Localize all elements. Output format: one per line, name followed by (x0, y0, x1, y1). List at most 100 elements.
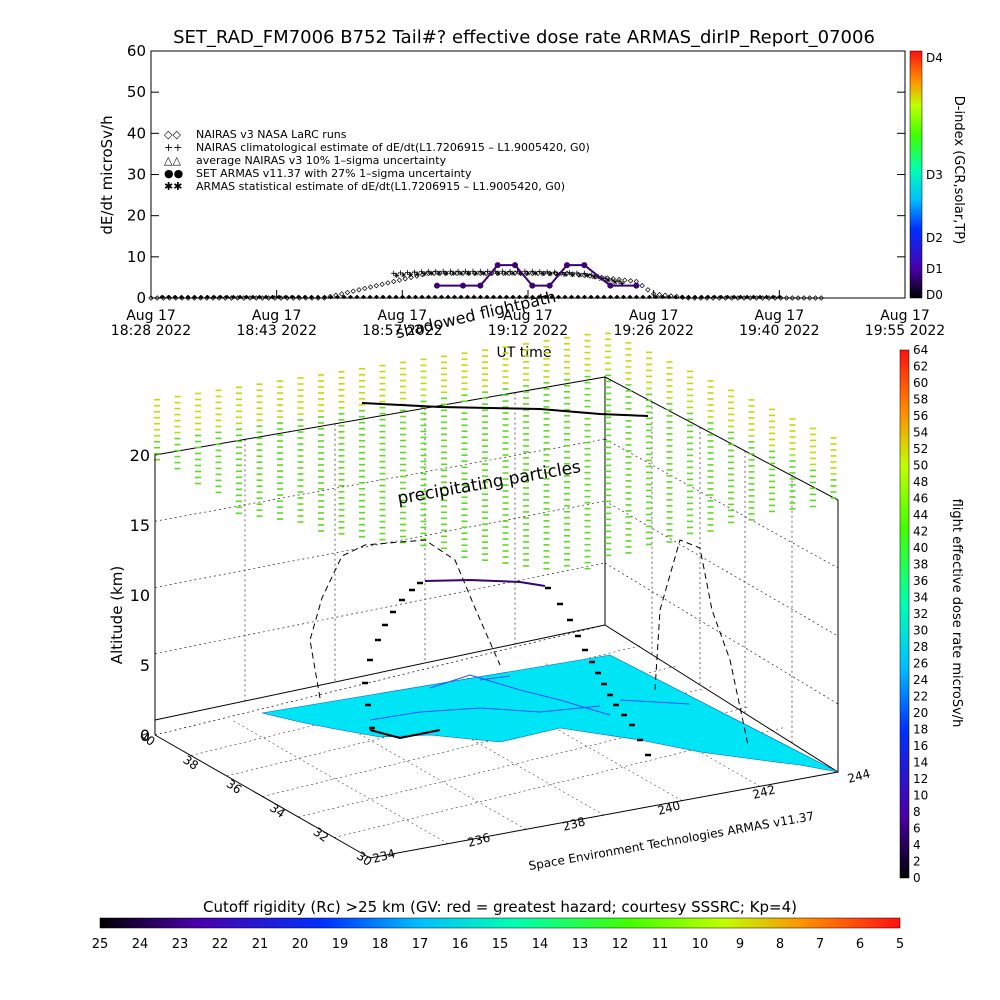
armas-point (477, 282, 484, 289)
statistical-point (510, 270, 516, 276)
statistical-point (612, 279, 618, 285)
climatological-point (462, 268, 468, 274)
baseline-point (575, 294, 581, 300)
baseline-point (438, 294, 445, 300)
baseline-point (529, 294, 536, 300)
baseline-point (159, 294, 165, 300)
nairas-point (645, 287, 651, 293)
cutoff-colorbar-ticks: 25 24 23 22 21 20 19 18 17 16 15 14 13 12 11 10 9 8 7 6 5 (92, 937, 904, 952)
x-tick-label: Aug 17 (503, 308, 553, 324)
longitude-tick-label: 236 (466, 830, 492, 849)
baseline-point (204, 294, 211, 300)
statistical-point (569, 272, 575, 278)
baseline-point (542, 294, 549, 300)
climatological-point (609, 277, 615, 283)
baseline-point (289, 294, 295, 300)
grid-line (154, 500, 606, 588)
grid-line (154, 562, 606, 655)
baseline-point (568, 294, 575, 300)
nairas-point (806, 295, 813, 301)
nairas-point (789, 295, 796, 301)
latitude-tick-label: 34 (267, 801, 288, 821)
latitude-tick-label: 32 (311, 825, 332, 845)
climatological-point (500, 268, 506, 274)
y-tick-label: 60 (127, 42, 146, 60)
dose-tick-label: 60 (913, 376, 928, 390)
baseline-point (321, 294, 328, 300)
baseline-point (620, 294, 627, 300)
nairas-point (529, 270, 536, 276)
dose-tick-label: 28 (913, 640, 928, 654)
x-tick-label: Aug 17 (126, 308, 176, 324)
baseline-point (640, 294, 646, 300)
dindex-tick: D2 (926, 231, 943, 245)
baseline-point (302, 294, 308, 300)
legend-symbol: ++ (164, 141, 182, 154)
baseline-point (308, 294, 315, 300)
x-tick-label: 19:40 2022 (739, 323, 819, 339)
longitude-tick-label: 242 (751, 782, 777, 801)
y-tick-label: 0 (136, 289, 146, 307)
baseline-point (594, 294, 601, 300)
floor-edge-right (369, 771, 839, 859)
legend-entry: NAIRAS climatological estimate of dE/dt(… (196, 141, 590, 154)
baseline-point (165, 294, 172, 300)
statistical-point (414, 271, 420, 277)
shadow-flightpath-right (654, 539, 749, 746)
statistical-point (465, 270, 471, 276)
dose-rate-colorbar (899, 349, 910, 879)
cutoff-tick-label: 16 (452, 937, 469, 952)
x-tick-label: 18:57 2022 (362, 323, 442, 339)
baseline-point (763, 294, 770, 300)
baseline-point (445, 294, 451, 300)
cutoff-title: Cutoff rigidity (Rc) >25 km (GV: red = g… (203, 898, 797, 916)
dose-tick-label: 56 (913, 409, 928, 423)
baseline-point (757, 294, 763, 300)
baseline-point (718, 294, 724, 300)
baseline-point (685, 294, 692, 300)
armas-point (529, 282, 536, 289)
dose-tick-label: 18 (913, 723, 928, 737)
grid-line (604, 376, 839, 501)
flight-track-cruise (424, 578, 546, 587)
statistical-point (562, 271, 568, 277)
baseline-point (588, 294, 594, 300)
dose-tick-label: 6 (913, 822, 921, 836)
baseline-point (490, 294, 497, 300)
nairas-point (581, 272, 588, 279)
baseline-point (386, 294, 393, 300)
latitude-tick-label: 36 (224, 777, 245, 797)
nairas-point (552, 270, 559, 276)
dose-tick-label: 8 (913, 805, 921, 819)
top-y-axis: 0 10 20 30 40 50 60 (127, 42, 905, 307)
climatological-point (581, 270, 587, 276)
top-x-axis-label: UT time (497, 345, 552, 361)
baseline-point (341, 294, 347, 300)
dose-tick-label: 64 (913, 343, 928, 357)
x-tick-label: 19:12 2022 (488, 323, 568, 339)
statistical-point (451, 270, 457, 276)
longitude-tick-label: 234 (371, 846, 397, 865)
climatological-point (477, 268, 483, 274)
cutoff-tick-label: 7 (816, 937, 824, 952)
floor-edge-left (154, 734, 371, 859)
ground-surface (261, 654, 839, 773)
altitude-axis-label: Altitude (km) (108, 566, 126, 664)
y-tick-label: 40 (127, 124, 146, 142)
nairas-point (356, 287, 362, 293)
baseline-point (724, 294, 731, 300)
floor-grid-line (232, 720, 449, 844)
nairas-point (477, 270, 484, 276)
baseline-point (256, 294, 263, 300)
y-tick-label: 30 (127, 166, 146, 184)
x-tick-label: 19:26 2022 (613, 323, 693, 339)
climatological-point (552, 269, 558, 275)
dose-tick-label: 58 (913, 393, 928, 407)
baseline-point (185, 294, 191, 300)
statistical-point (428, 270, 434, 276)
dindex-tick: D4 (926, 51, 943, 65)
baseline-point (562, 294, 568, 300)
statistical-point (584, 272, 590, 278)
dose-tick-label: 46 (913, 492, 928, 506)
